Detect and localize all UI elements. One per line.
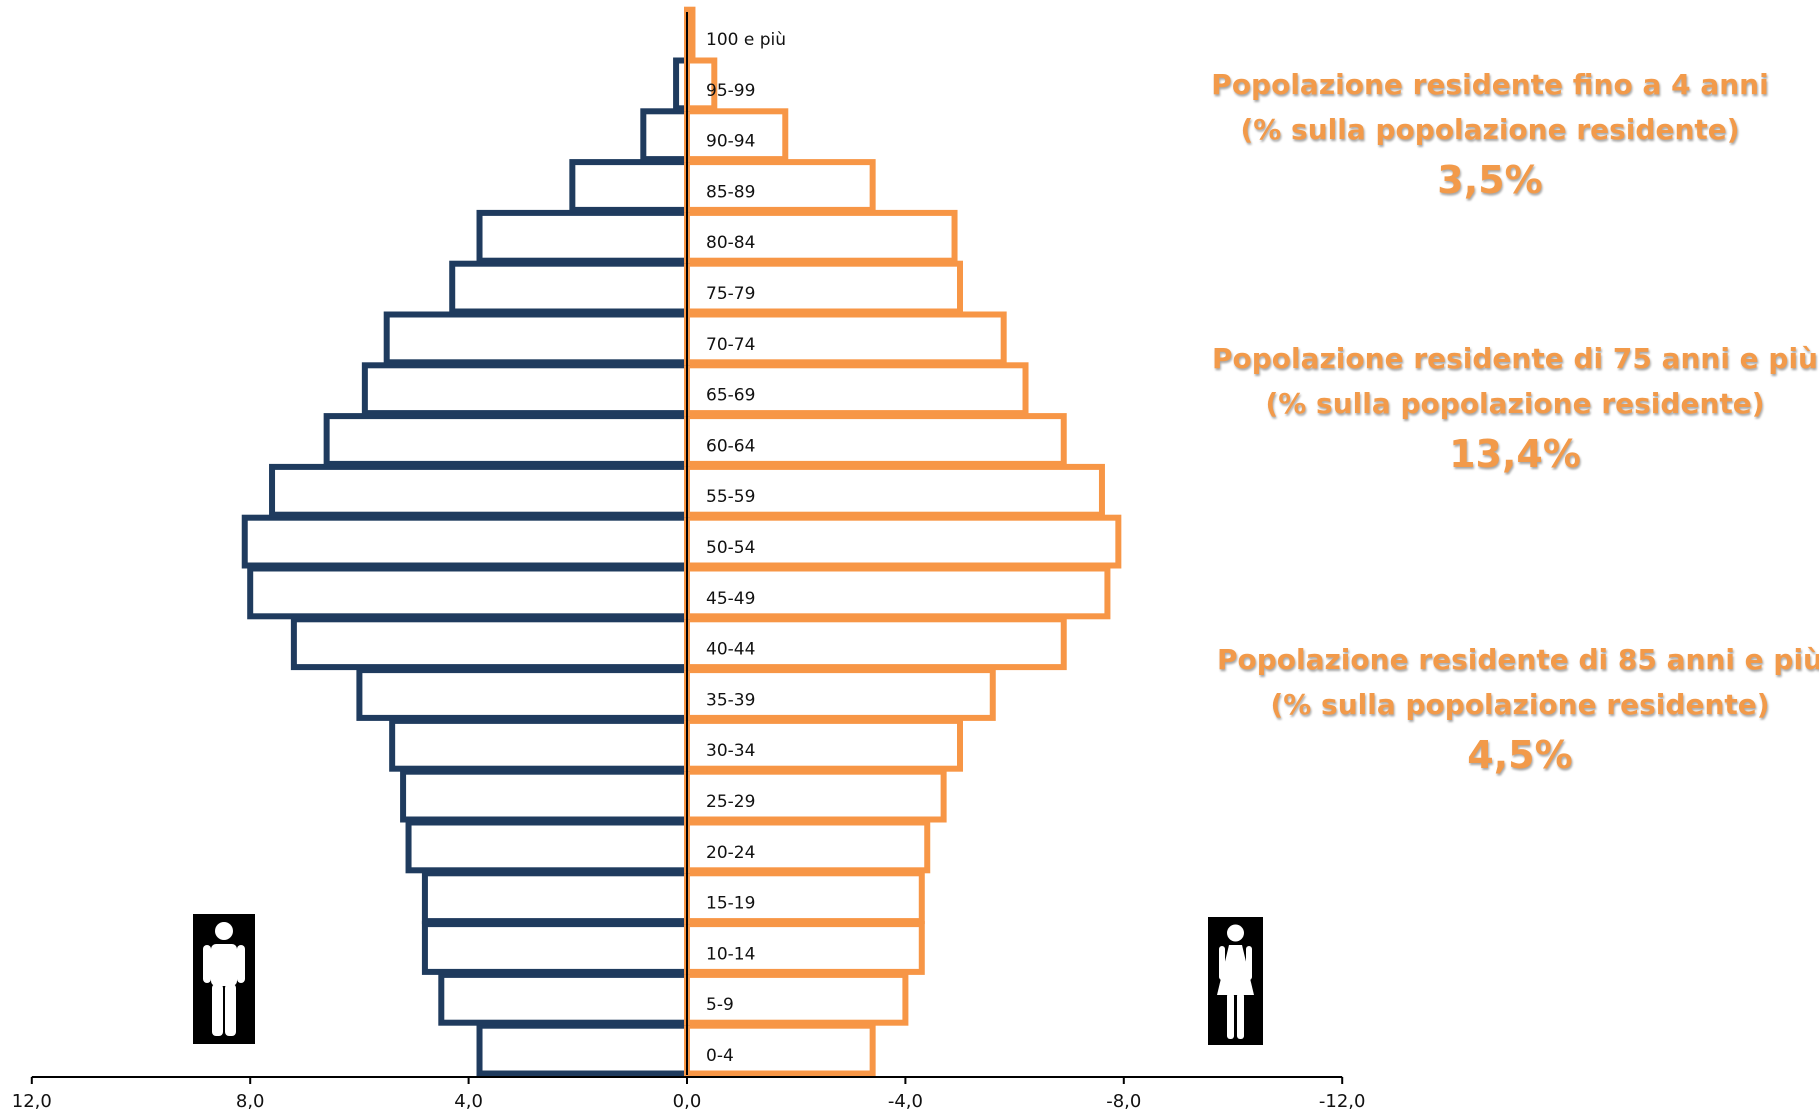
male-bar-45-49 [247,565,690,620]
stat-under-5: Popolazione residente fino a 4 anni (% s… [1190,62,1790,208]
age-label-55-59: 55-59 [706,487,755,507]
stat-value: 13,4% [1449,432,1581,476]
male-bar-65-69 [361,362,690,417]
age-label-0-4: 0-4 [706,1046,734,1066]
male-figure-icon [203,922,245,1036]
male-bar-30-34 [389,717,690,772]
male-bar-25-29 [400,768,690,823]
male-bar-80-84 [476,209,690,264]
stat-value: 4,5% [1467,733,1573,777]
x-tick-label: 4,0 [454,1091,483,1112]
age-label-15-19: 15-19 [706,894,755,914]
male-bar-35-39 [356,667,690,721]
stat-subtitle: (% sulla popolazione residente) [1265,387,1765,420]
x-tick-label: 8,0 [236,1091,265,1112]
age-label-45-49: 45-49 [706,589,755,609]
stat-subtitle: (% sulla popolazione residente) [1270,688,1770,721]
male-bar-90-94 [640,108,691,163]
x-tick-label: 12,0 [12,1091,52,1112]
female-figure-icon [1217,924,1254,1039]
age-label-60-64: 60-64 [706,436,755,456]
x-axis: 12,0 8,0 4,0 0,0 -4,0 -8,0 -12,0 [12,1076,1366,1112]
age-label-85-89: 85-89 [706,182,755,202]
bars-layer [241,6,1122,1077]
age-label-95-99: 95-99 [706,81,755,101]
stat-title: Popolazione residente di 75 anni e più [1211,342,1818,375]
age-label-80-84: 80-84 [706,233,755,253]
age-label-90-94: 90-94 [706,132,755,152]
stat-value: 3,5% [1437,158,1543,202]
age-label-50-54: 50-54 [706,538,755,558]
stat-85-plus: Popolazione residente di 85 anni e più (… [1215,637,1819,783]
stat-title: Popolazione residente fino a 4 anni [1211,68,1769,101]
male-bar-60-64 [323,413,690,467]
male-bar-50-54 [241,514,691,569]
age-label-75-79: 75-79 [706,284,755,304]
x-tick-label: 0,0 [673,1091,702,1112]
age-label-100 e più: 100 e più [706,30,786,50]
female-icon-box [1208,917,1263,1045]
male-bar-0-4 [476,1022,690,1077]
male-bar-15-19 [421,870,690,925]
x-tick-label: -12,0 [1319,1091,1366,1112]
male-bar-85-89 [569,159,691,213]
x-tick-label: -4,0 [888,1091,923,1112]
male-bar-70-74 [383,311,690,366]
age-label-20-24: 20-24 [706,843,755,863]
male-bar-40-44 [290,616,690,671]
male-bar-5-9 [438,971,690,1026]
age-label-35-39: 35-39 [706,690,755,710]
age-labels-layer: 0-4 5-9 10-14 15-19 20-24 25-29 30-34 35-39 40-4… [706,30,786,1066]
age-label-10-14: 10-14 [706,944,755,964]
male-bar-10-14 [421,921,690,975]
age-label-5-9: 5-9 [706,995,734,1015]
male-icon-box [193,914,255,1044]
stat-title: Popolazione residente di 85 anni e più [1216,643,1819,676]
x-tick-label: -8,0 [1106,1091,1141,1112]
age-label-25-29: 25-29 [706,792,755,812]
male-bar-75-79 [449,260,690,315]
male-bar-55-59 [269,463,690,518]
age-label-65-69: 65-69 [706,386,755,406]
age-label-30-34: 30-34 [706,741,755,761]
stat-subtitle: (% sulla popolazione residente) [1240,113,1740,146]
stat-75-plus: Popolazione residente di 75 anni e più (… [1210,336,1819,482]
age-label-40-44: 40-44 [706,640,755,660]
age-label-70-74: 70-74 [706,335,755,355]
male-bar-20-24 [405,819,690,874]
